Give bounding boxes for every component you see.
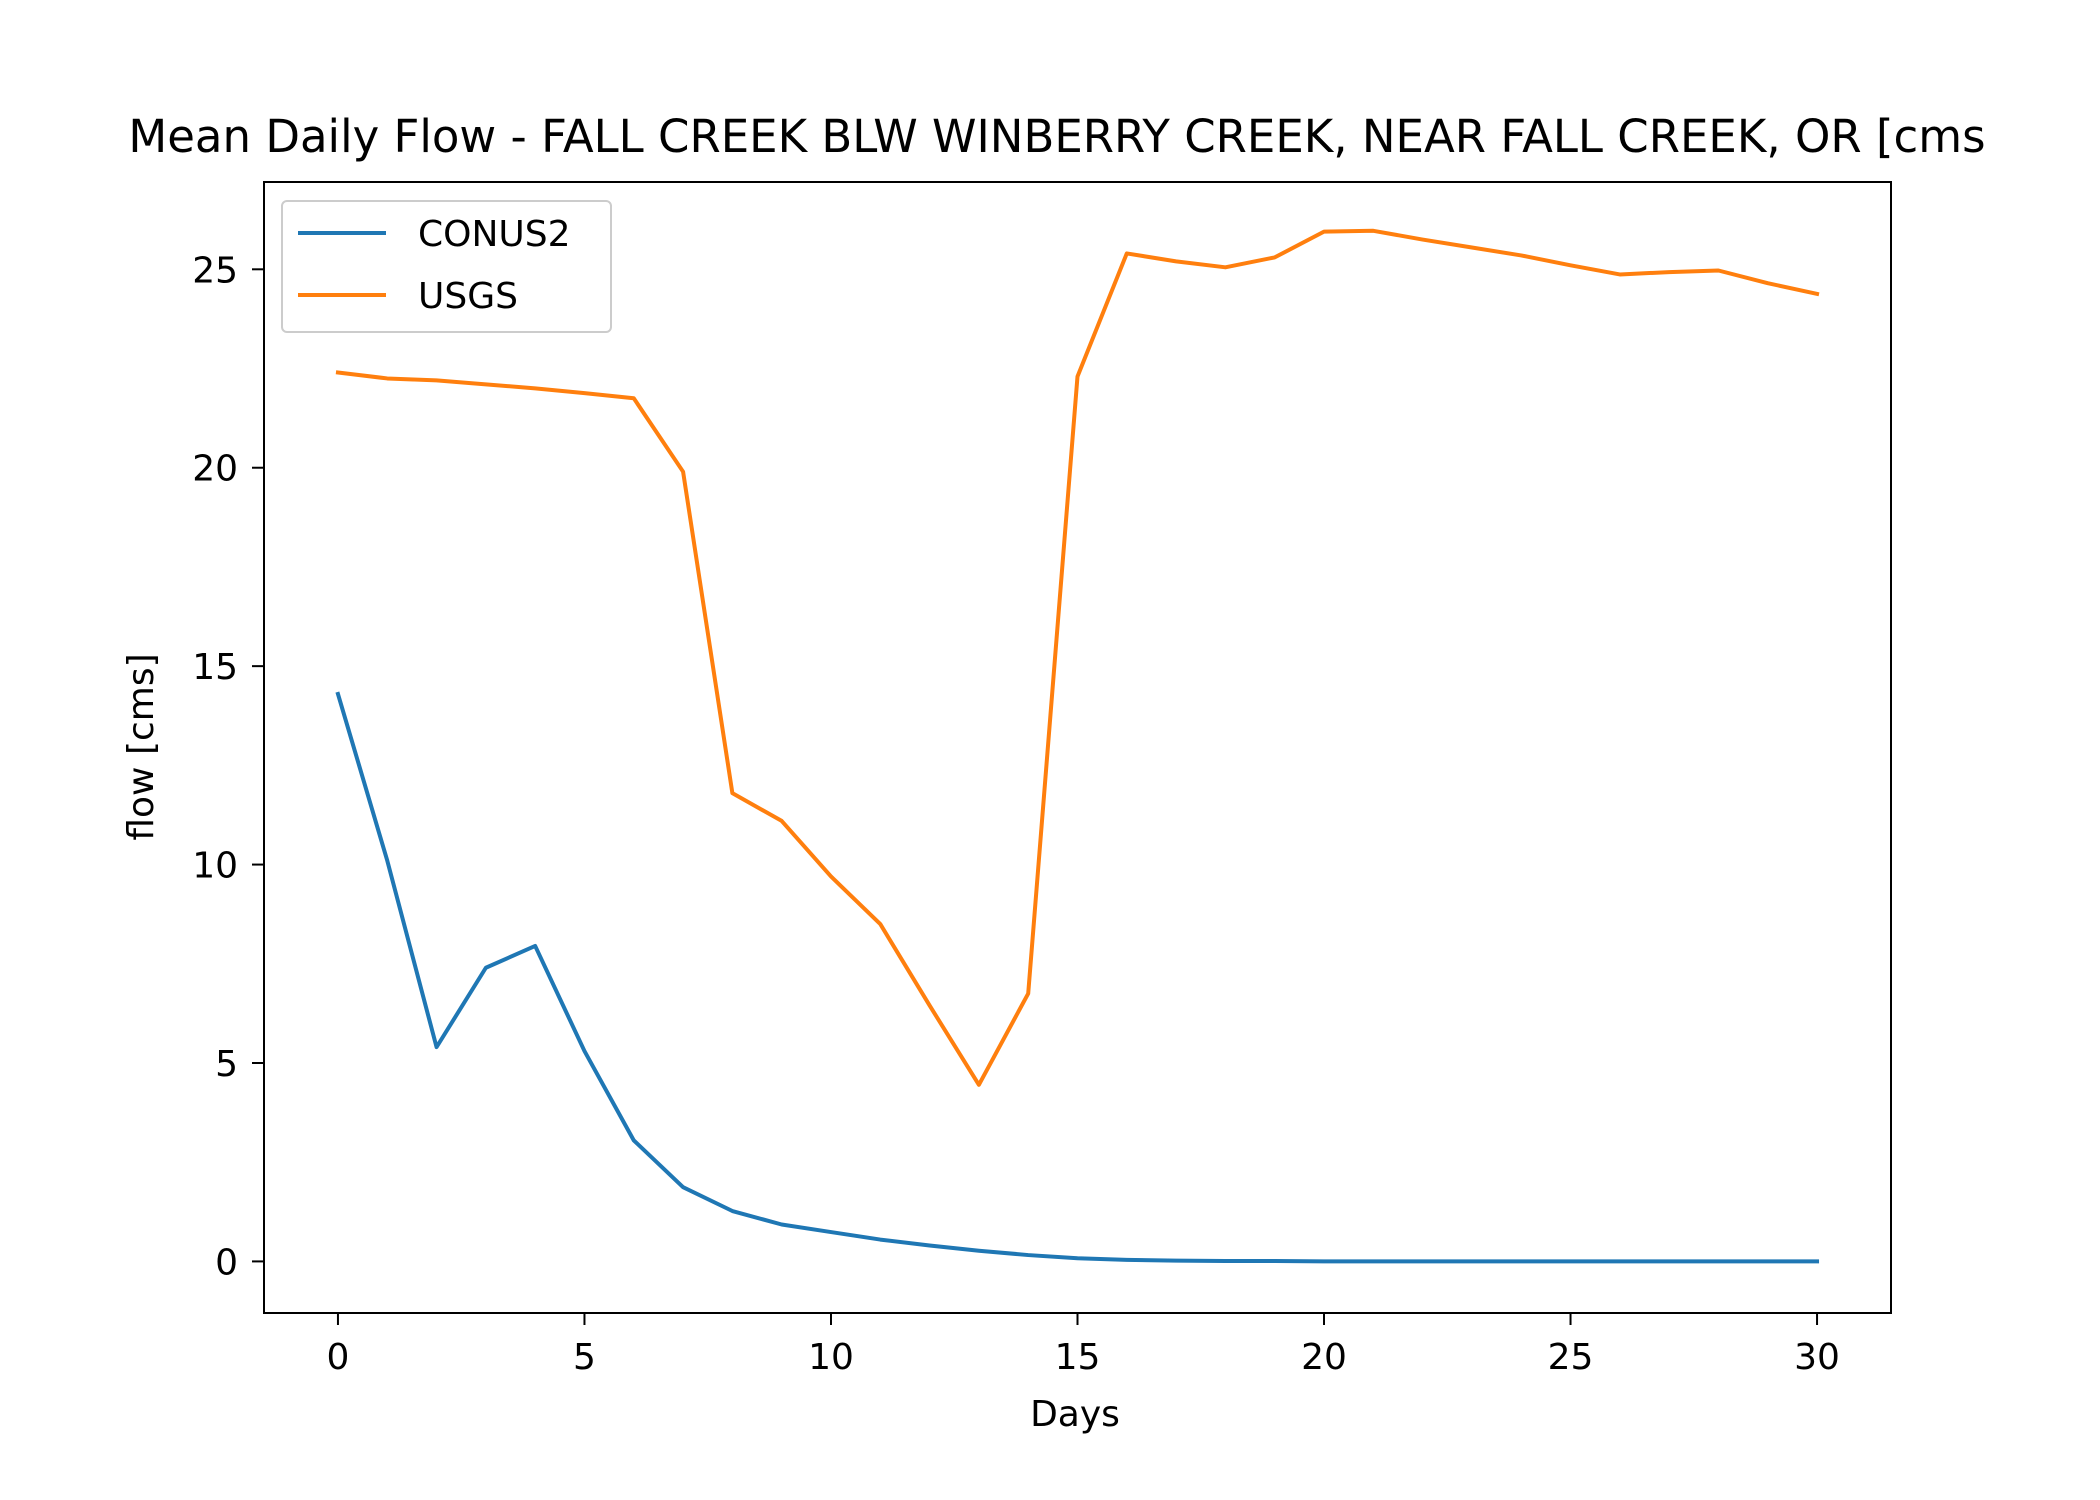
y-tick-label: 10 [192, 846, 238, 887]
x-tick-label: 5 [573, 1337, 596, 1378]
x-tick-label: 25 [1548, 1337, 1594, 1378]
legend-label-conus2: CONUS2 [418, 214, 571, 255]
series-line-conus2 [335, 691, 1820, 1264]
legend-label-usgs: USGS [418, 276, 518, 317]
y-axis-label: flow [cms] [121, 653, 162, 840]
y-tick-label: 0 [215, 1242, 238, 1283]
y-tick-label: 15 [192, 647, 238, 688]
x-tick-label: 20 [1301, 1337, 1347, 1378]
legend: CONUS2 USGS [281, 200, 612, 333]
series-layer [335, 228, 1820, 1264]
x-axis-label: Days [1030, 1394, 1120, 1435]
chart-title: Mean Daily Flow - FALL CREEK BLW WINBERR… [128, 110, 1985, 163]
y-axis: 0 5 10 15 20 25 [192, 250, 264, 1283]
y-tick-label: 20 [192, 449, 238, 490]
y-tick-label: 5 [215, 1044, 238, 1085]
y-tick-label: 25 [192, 250, 238, 291]
x-tick-label: 30 [1794, 1337, 1840, 1378]
x-axis: 0 5 10 15 20 25 30 [327, 1313, 1840, 1378]
x-tick-label: 0 [327, 1337, 350, 1378]
x-tick-label: 10 [808, 1337, 854, 1378]
series-line-usgs [335, 228, 1820, 1087]
x-tick-label: 15 [1055, 1337, 1101, 1378]
